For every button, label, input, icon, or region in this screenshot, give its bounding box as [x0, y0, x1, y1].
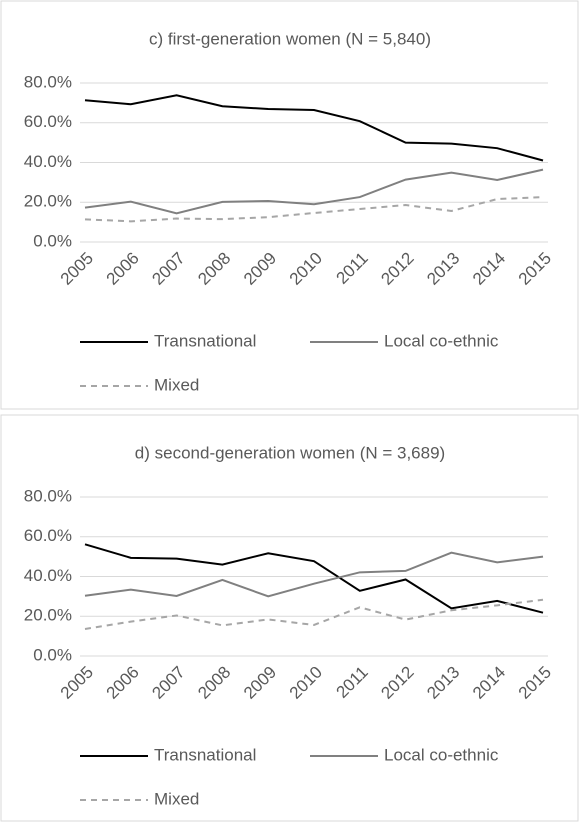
legend-label: Local co-ethnic — [384, 331, 499, 350]
x-tick-label: 2011 — [333, 663, 372, 702]
legend-label: Transnational — [154, 745, 256, 764]
y-tick-label: 60.0% — [24, 112, 72, 131]
legend-label: Mixed — [154, 375, 199, 394]
panel-border — [0, 0, 579, 410]
series-line — [84, 598, 544, 630]
chart-title: d) second-generation women (N = 3,689) — [135, 443, 445, 462]
x-tick-label: 2010 — [286, 663, 326, 703]
x-tick-label: 2015 — [515, 249, 555, 289]
x-tick-label: 2009 — [240, 249, 280, 289]
x-tick-label: 2014 — [469, 663, 509, 703]
x-tick-label: 2009 — [240, 663, 280, 703]
chart-panel: c) first-generation women (N = 5,840) 0.0… — [0, 0, 579, 410]
x-tick-label: 2008 — [194, 249, 234, 289]
x-tick-label: 2008 — [194, 663, 234, 703]
series-line — [84, 543, 544, 614]
legend-label: Transnational — [154, 331, 256, 350]
legend-label: Local co-ethnic — [384, 745, 499, 764]
x-tick-label: 2013 — [423, 663, 463, 703]
series-line — [84, 196, 544, 223]
x-tick-label: 2006 — [103, 663, 143, 703]
series-line — [84, 551, 544, 598]
y-tick-label: 20.0% — [24, 192, 72, 211]
y-tick-label: 80.0% — [24, 72, 72, 91]
chart-title: c) first-generation women (N = 5,840) — [149, 29, 431, 48]
y-tick-label: 40.0% — [24, 152, 72, 171]
x-tick-label: 2012 — [377, 663, 417, 703]
y-tick-label: 20.0% — [24, 606, 72, 625]
x-tick-label: 2015 — [515, 663, 555, 703]
x-tick-label: 2006 — [103, 249, 143, 289]
x-tick-label: 2012 — [377, 249, 417, 289]
series-line — [84, 94, 544, 162]
x-tick-label: 2013 — [423, 249, 463, 289]
series-line — [84, 168, 544, 215]
chart-panel: d) second-generation women (N = 3,689) 0.… — [0, 414, 579, 822]
x-tick-label: 2010 — [286, 249, 326, 289]
y-tick-label: 60.0% — [24, 526, 72, 545]
y-tick-label: 0.0% — [33, 231, 72, 250]
x-tick-label: 2011 — [333, 249, 372, 288]
y-tick-label: 80.0% — [24, 486, 72, 505]
y-tick-label: 0.0% — [33, 645, 72, 664]
panel-border — [0, 414, 579, 822]
legend-label: Mixed — [154, 789, 199, 808]
x-tick-label: 2005 — [57, 249, 97, 289]
x-tick-label: 2005 — [57, 663, 97, 703]
x-tick-label: 2014 — [469, 249, 509, 289]
y-tick-label: 40.0% — [24, 566, 72, 585]
x-tick-label: 2007 — [148, 663, 188, 703]
x-tick-label: 2007 — [148, 249, 188, 289]
